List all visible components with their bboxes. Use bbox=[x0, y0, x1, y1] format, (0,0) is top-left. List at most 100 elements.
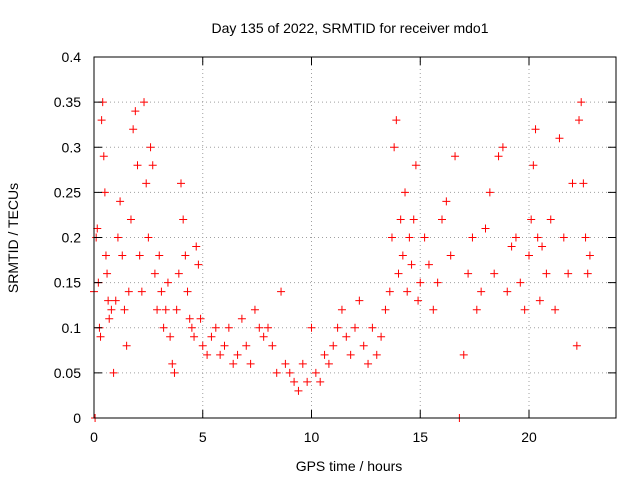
data-point bbox=[433, 278, 442, 287]
data-point bbox=[568, 179, 577, 188]
data-point bbox=[113, 233, 122, 242]
points-layer bbox=[90, 98, 594, 422]
data-point bbox=[196, 314, 205, 323]
data-point bbox=[490, 269, 499, 278]
data-point bbox=[405, 233, 414, 242]
data-point bbox=[390, 143, 399, 152]
x-tick-label: 20 bbox=[521, 429, 537, 445]
data-point bbox=[179, 215, 188, 224]
data-point bbox=[216, 350, 225, 359]
data-point bbox=[329, 341, 338, 350]
data-point bbox=[194, 260, 203, 269]
data-point bbox=[442, 197, 451, 206]
data-point bbox=[472, 305, 481, 314]
data-point bbox=[237, 314, 246, 323]
data-point bbox=[368, 323, 377, 332]
data-point bbox=[268, 341, 277, 350]
data-point bbox=[381, 305, 390, 314]
data-point bbox=[133, 161, 142, 170]
data-point bbox=[190, 332, 199, 341]
y-tick-label: 0.2 bbox=[62, 230, 82, 246]
data-point bbox=[116, 197, 125, 206]
data-point bbox=[259, 332, 268, 341]
data-point bbox=[285, 368, 294, 377]
data-point bbox=[494, 152, 503, 161]
data-point bbox=[126, 215, 135, 224]
data-point bbox=[137, 287, 146, 296]
data-point bbox=[155, 251, 164, 260]
data-point bbox=[264, 323, 272, 332]
y-tick-label: 0 bbox=[73, 410, 81, 426]
data-point bbox=[324, 359, 333, 368]
data-point bbox=[385, 287, 394, 296]
data-point bbox=[507, 242, 516, 251]
data-point bbox=[255, 323, 264, 332]
data-point bbox=[529, 161, 538, 170]
data-point bbox=[124, 287, 133, 296]
data-point bbox=[409, 215, 418, 224]
data-point bbox=[290, 377, 299, 386]
data-point bbox=[583, 269, 592, 278]
data-point bbox=[403, 287, 412, 296]
data-point bbox=[120, 305, 129, 314]
data-point bbox=[527, 215, 536, 224]
data-point bbox=[559, 233, 568, 242]
data-point bbox=[104, 296, 113, 305]
data-point bbox=[398, 251, 407, 260]
data-point bbox=[468, 233, 477, 242]
data-point bbox=[411, 161, 420, 170]
data-point bbox=[342, 332, 351, 341]
data-point bbox=[157, 287, 166, 296]
y-tick-label: 0.4 bbox=[62, 49, 82, 65]
data-point bbox=[111, 296, 120, 305]
data-point bbox=[250, 305, 259, 314]
data-point bbox=[272, 368, 281, 377]
data-point bbox=[477, 287, 486, 296]
data-point bbox=[307, 323, 316, 332]
data-point bbox=[387, 233, 396, 242]
data-point bbox=[242, 341, 251, 350]
data-point bbox=[97, 116, 106, 125]
data-point bbox=[333, 323, 342, 332]
data-point bbox=[183, 287, 192, 296]
data-point bbox=[224, 323, 233, 332]
data-point bbox=[416, 278, 425, 287]
data-point bbox=[163, 278, 172, 287]
data-point bbox=[503, 287, 512, 296]
data-point bbox=[531, 125, 540, 134]
data-point bbox=[351, 323, 359, 332]
y-tick-label: 0.25 bbox=[54, 184, 81, 200]
data-point bbox=[451, 152, 460, 161]
data-point bbox=[414, 296, 423, 305]
data-point bbox=[220, 341, 229, 350]
data-point bbox=[198, 341, 207, 350]
data-point bbox=[316, 377, 325, 386]
data-point bbox=[446, 251, 455, 260]
data-point bbox=[485, 188, 494, 197]
data-point bbox=[146, 143, 155, 152]
data-point bbox=[542, 269, 551, 278]
y-axis-label: SRMTID / TECUs bbox=[5, 183, 21, 293]
data-point bbox=[429, 305, 438, 314]
data-point bbox=[520, 305, 529, 314]
data-point bbox=[170, 368, 179, 377]
data-point bbox=[109, 368, 118, 377]
data-point bbox=[177, 179, 185, 188]
data-point bbox=[551, 305, 560, 314]
data-point bbox=[298, 359, 307, 368]
data-point bbox=[277, 287, 286, 296]
data-point bbox=[107, 305, 116, 314]
data-point bbox=[516, 278, 525, 287]
data-point bbox=[525, 251, 533, 260]
data-point bbox=[142, 179, 151, 188]
data-point bbox=[192, 242, 201, 251]
data-point bbox=[229, 359, 238, 368]
y-tick-label: 0.3 bbox=[62, 139, 82, 155]
data-point bbox=[161, 305, 170, 314]
data-point bbox=[144, 233, 153, 242]
chart-title: Day 135 of 2022, SRMTID for receiver mdo… bbox=[211, 20, 488, 36]
data-point bbox=[438, 215, 446, 224]
data-point bbox=[118, 251, 127, 260]
